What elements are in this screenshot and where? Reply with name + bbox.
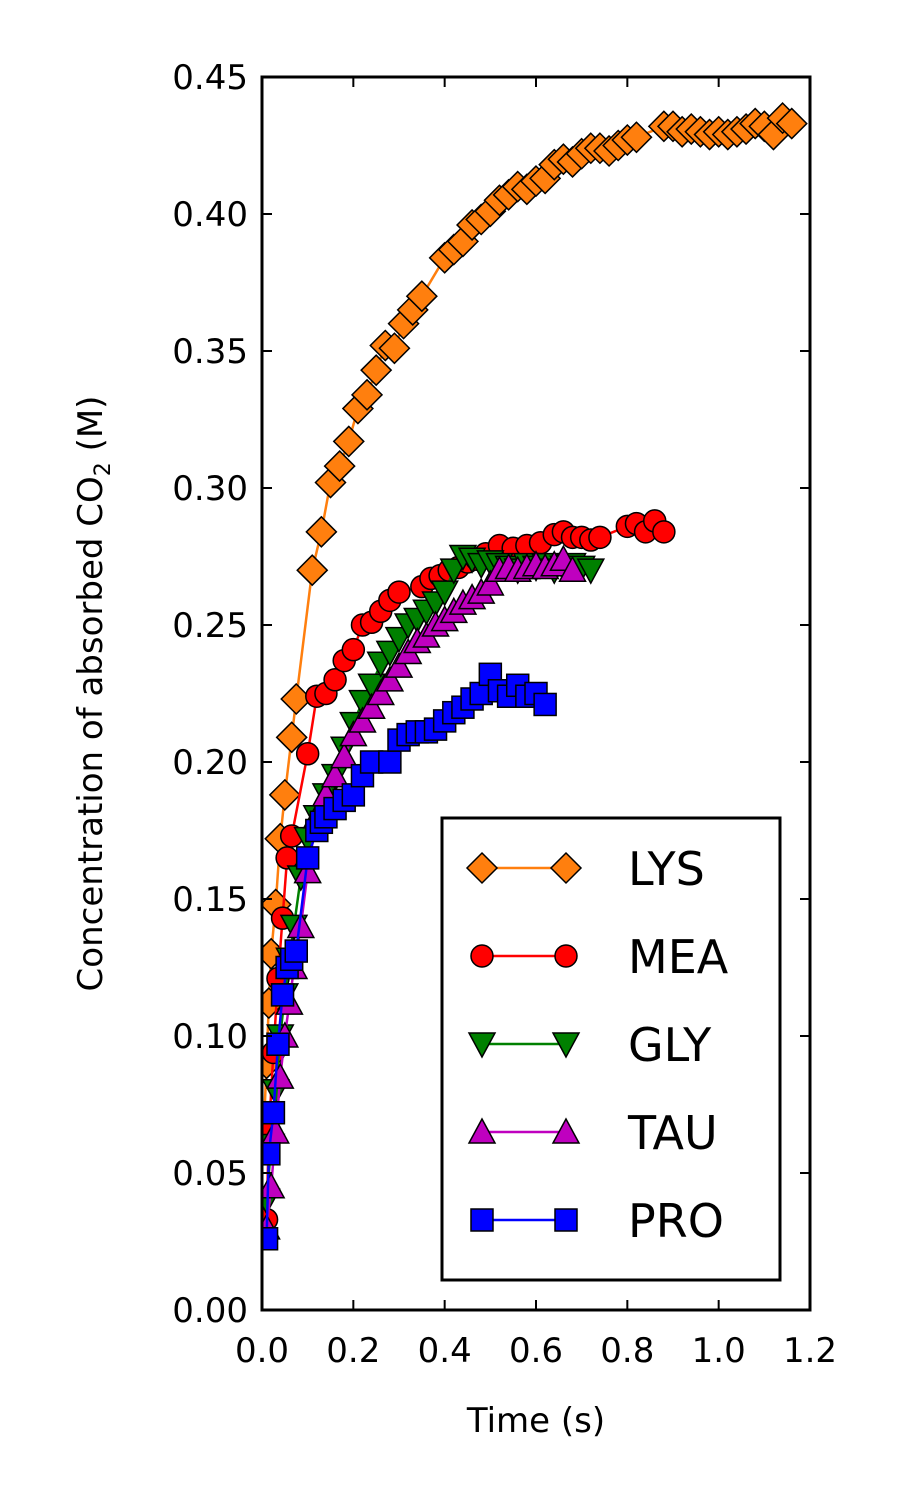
data-point-pro xyxy=(262,1142,281,1166)
x-tick-label: 0.6 xyxy=(509,1331,563,1371)
y-tick-label: 0.45 xyxy=(172,58,248,98)
legend-entry-tau: TAU xyxy=(467,1106,718,1160)
data-point-tau xyxy=(375,665,405,692)
legend-entry-mea: MEA xyxy=(470,930,729,984)
data-point-lys xyxy=(405,280,438,313)
y-tick-label: 0.00 xyxy=(172,1291,248,1331)
data-point-tau xyxy=(348,706,377,733)
data-point-gly xyxy=(430,580,459,607)
y-tick-label: 0.05 xyxy=(172,1154,248,1194)
y-tick-label: 0.20 xyxy=(172,743,248,783)
data-point-mea xyxy=(588,525,612,550)
x-tick-label: 0.4 xyxy=(418,1331,472,1371)
data-point-lys xyxy=(620,121,653,154)
y-tick-label: 0.30 xyxy=(172,469,248,509)
data-point-gly xyxy=(576,558,606,585)
data-point-lys xyxy=(296,554,329,587)
data-point-pro xyxy=(262,1227,279,1251)
legend-entry-lys: LYS xyxy=(465,842,705,896)
data-point-tau xyxy=(476,569,505,596)
legend-label-lys: LYS xyxy=(628,842,705,896)
y-axis-label-suffix: (M) xyxy=(71,396,111,463)
legend: LYS MEA GLY TAU PRO xyxy=(440,816,782,1282)
data-point-pro xyxy=(295,846,320,870)
data-point-pro xyxy=(270,983,295,1007)
legend-marker-pro xyxy=(554,1208,578,1232)
legend-marker-gly xyxy=(467,1032,497,1059)
legend-box xyxy=(440,816,782,1282)
data-point-tau xyxy=(320,761,350,788)
legend-entry-pro: PRO xyxy=(470,1194,724,1248)
data-point-tau xyxy=(558,555,587,582)
x-tick-label: 1.2 xyxy=(783,1331,837,1371)
y-axis-label-subscript: 2 xyxy=(91,462,116,476)
legend-marker-tau xyxy=(467,1117,497,1144)
data-point-tau xyxy=(293,857,322,884)
data-point-pro xyxy=(262,1100,286,1125)
data-point-mea xyxy=(652,520,676,544)
data-point-mea xyxy=(323,668,347,692)
data-point-lys xyxy=(305,515,338,548)
data-point-pro xyxy=(266,1032,290,1056)
data-point-mea xyxy=(387,580,411,604)
legend-label-mea: MEA xyxy=(628,930,729,984)
legend-marker-mea xyxy=(554,944,578,968)
y-tick-label: 0.15 xyxy=(172,880,248,920)
axis-ticks: 0.0 0.2 0.4 0.6 0.8 1.0 1.2 0.00 0.05 0.10 0.15 0.2… xyxy=(172,58,837,1371)
data-point-mea xyxy=(295,742,320,766)
x-tick-label: 0.2 xyxy=(326,1331,380,1371)
y-tick-label: 0.40 xyxy=(172,195,248,235)
legend-marker-pro xyxy=(470,1208,494,1232)
x-axis-label: Time (s) xyxy=(466,1401,605,1441)
legend-entry-gly: GLY xyxy=(467,1018,712,1072)
x-tick-label: 1.0 xyxy=(692,1331,746,1371)
legend-label-gly: GLY xyxy=(628,1018,712,1072)
data-point-tau xyxy=(384,651,414,678)
data-point-tau xyxy=(366,678,395,706)
data-point-lys xyxy=(775,107,808,140)
x-tick-label: 0.8 xyxy=(600,1331,654,1371)
legend-marker-mea xyxy=(470,944,494,968)
plot-area xyxy=(262,102,808,1251)
data-point-lys xyxy=(268,778,301,811)
data-point-tau xyxy=(339,720,368,747)
legend-label-pro: PRO xyxy=(628,1194,724,1248)
data-point-mea xyxy=(341,637,366,662)
legend-marker-lys xyxy=(549,851,583,885)
y-tick-label: 0.25 xyxy=(172,606,248,646)
data-point-pro xyxy=(284,939,308,963)
data-point-lys xyxy=(332,425,365,458)
data-point-pro xyxy=(533,692,557,717)
legend-marker-gly xyxy=(551,1032,581,1059)
y-axis-label: Concentration of absorbed CO2 (M) xyxy=(71,396,116,992)
data-point-lys xyxy=(323,450,356,483)
legend-marker-lys xyxy=(465,851,499,885)
series-pro xyxy=(262,662,557,1251)
data-point-lys xyxy=(275,721,308,754)
data-point-lys xyxy=(350,378,384,411)
x-tick-label: 0.0 xyxy=(235,1331,289,1371)
data-point-pro xyxy=(378,750,402,774)
legend-marker-tau xyxy=(551,1117,581,1144)
data-point-tau xyxy=(286,911,316,939)
data-point-lys xyxy=(360,354,393,387)
legend-label-tau: TAU xyxy=(627,1106,718,1160)
y-tick-label: 0.10 xyxy=(172,1017,248,1057)
data-point-tau xyxy=(329,741,359,769)
data-point-tau xyxy=(357,692,386,719)
data-point-tau xyxy=(266,1062,295,1089)
y-tick-label: 0.35 xyxy=(172,332,248,372)
y-axis-label-prefix: Concentration of absorbed CO xyxy=(71,476,111,991)
data-point-lys xyxy=(378,332,411,365)
